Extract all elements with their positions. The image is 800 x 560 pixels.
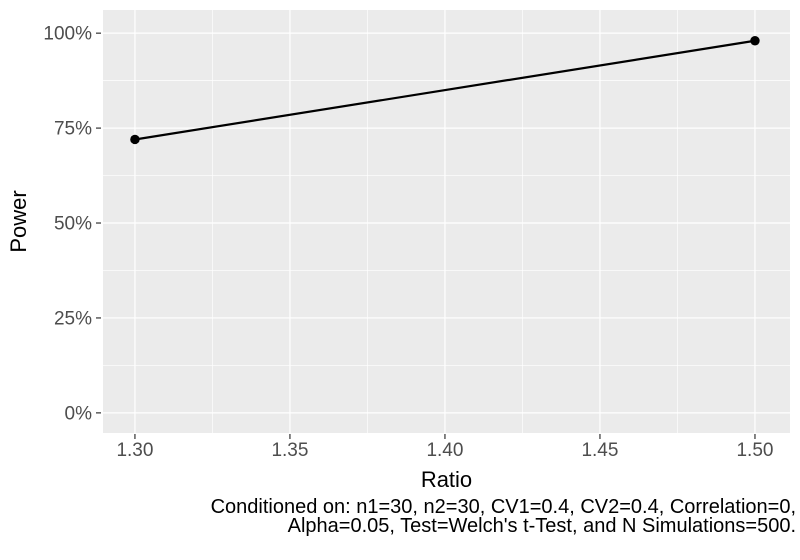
x-tick-label: 1.35 <box>271 440 308 461</box>
y-tick-label: 75% <box>54 119 92 140</box>
y-tick-label: 0% <box>65 403 93 424</box>
power-line <box>133 39 757 141</box>
y-tick-label: 50% <box>54 214 92 235</box>
x-axis-title: Ratio <box>421 467 472 492</box>
caption-line-1: Conditioned on: n1=30, n2=30, CV1=0.4, C… <box>210 496 796 518</box>
y-tick-label: 25% <box>54 308 92 329</box>
plot-panel <box>103 10 790 433</box>
x-tick-label: 1.40 <box>426 440 463 461</box>
x-tick-label: 1.30 <box>116 440 153 461</box>
data-point <box>750 36 760 46</box>
caption-line-2: Alpha=0.05, Test=Welch's t-Test, and N S… <box>287 515 796 537</box>
x-tick-label: 1.45 <box>581 440 618 461</box>
caption: Conditioned on: n1=30, n2=30, CV1=0.4, C… <box>210 496 796 537</box>
y-axis-title: Power <box>6 190 31 252</box>
y-tick-label: 100% <box>43 24 92 45</box>
power-vs-ratio-chart: 1.30 1.35 1.40 1.45 1.50 0% 25% 50% 75% 100% Ratio… <box>6 10 790 492</box>
data-point <box>130 134 140 145</box>
x-tick-label: 1.50 <box>736 440 773 461</box>
